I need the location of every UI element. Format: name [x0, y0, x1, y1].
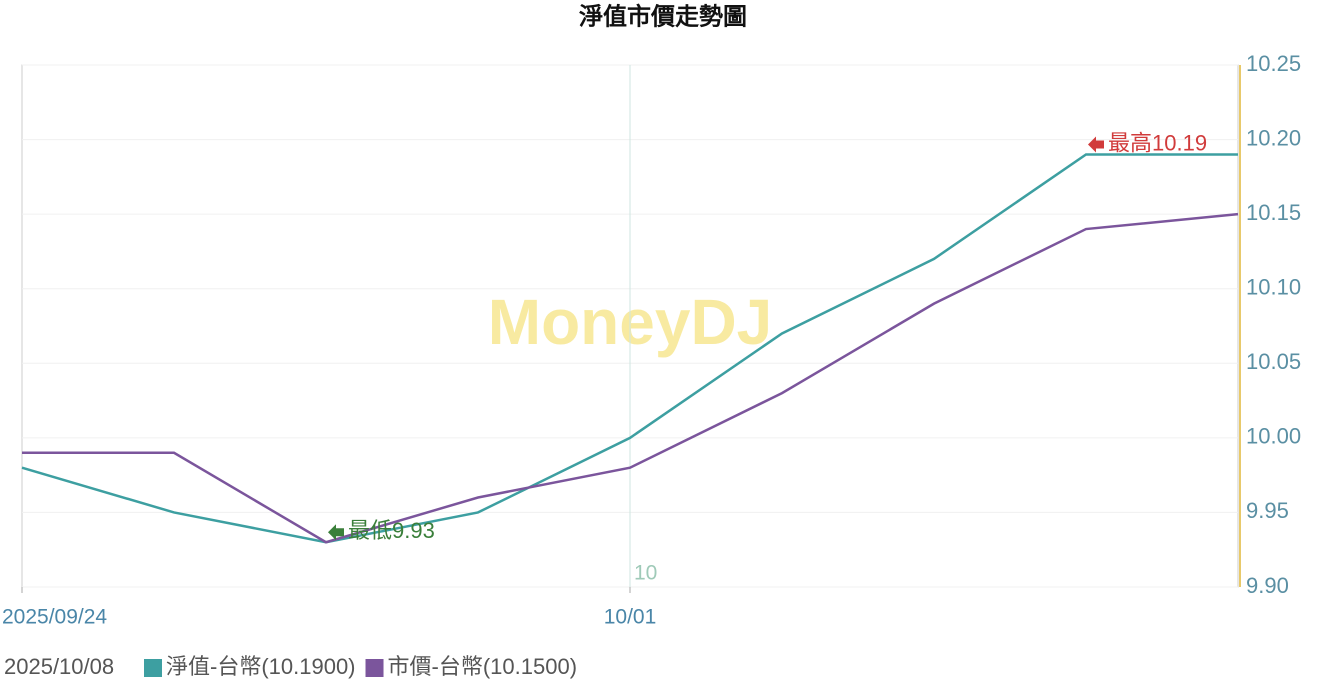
series-line [21, 153, 1238, 544]
y-tick-label: 10.05 [1246, 349, 1301, 374]
legend-swatch [144, 659, 162, 677]
y-tick-label: 10.15 [1246, 200, 1301, 225]
max-label: 最高10.19 [1108, 130, 1207, 155]
legend-date: 2025/10/08 [4, 654, 114, 679]
y-tick-label: 10.00 [1246, 424, 1301, 449]
y-tick-label: 9.95 [1246, 498, 1289, 523]
series-line [22, 212, 1239, 544]
y-tick-label: 10.20 [1246, 125, 1301, 150]
x-tick-label: 10/01 [604, 606, 657, 629]
marker-label: 10 [634, 562, 657, 585]
legend-swatch [365, 659, 384, 677]
legend-label: 市價-台幣(10.1500) [388, 654, 578, 679]
y-tick-label: 9.90 [1246, 573, 1289, 598]
legend: 2025/10/08 淨值-台幣(10.1900) 市價-台幣(10.1500) [4, 654, 577, 679]
chart-title: 淨值市價走勢圖 [579, 2, 747, 30]
y-tick-label: 10.25 [1246, 51, 1301, 76]
legend-label: 淨值-台幣(10.1900) [166, 654, 356, 679]
min-label-arrow [328, 524, 344, 541]
x-tick-label: 2025/09/24 [2, 606, 107, 629]
min-label: 最低9.93 [348, 518, 435, 543]
y-tick-label: 10.10 [1246, 275, 1301, 300]
max-label-arrow [1088, 136, 1104, 153]
